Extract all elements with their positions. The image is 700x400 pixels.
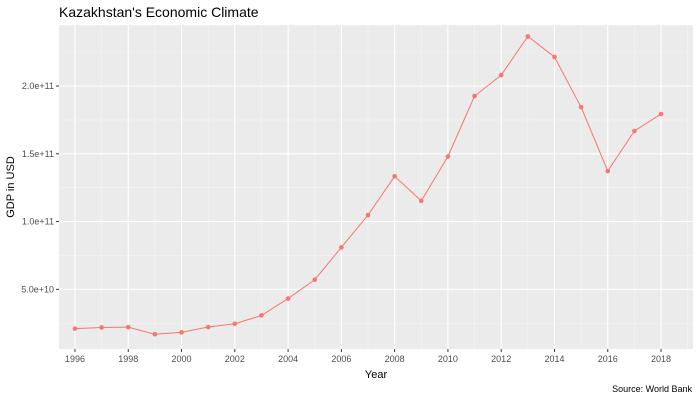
data-point-2008 [392, 173, 397, 179]
data-point-2005 [312, 277, 318, 283]
data-point-1999 [152, 331, 158, 337]
x-tick-label: 2006 [331, 354, 351, 364]
y-tick-label: 1.0e+11 [22, 217, 54, 227]
x-tick-label: 2002 [225, 354, 245, 364]
y-tick-label: 1.5e+11 [22, 149, 54, 159]
data-point-1996 [72, 326, 78, 331]
y-tick-label: 2.0e+11 [22, 81, 54, 91]
data-point-2015 [578, 104, 584, 110]
data-point-2007 [365, 212, 371, 218]
data-point-1998 [125, 324, 131, 330]
data-point-2009 [418, 198, 424, 204]
x-tick-label: 2016 [598, 354, 618, 364]
data-point-2011 [472, 93, 477, 99]
x-tick-label: 2000 [172, 354, 192, 364]
data-point-2001 [205, 324, 211, 330]
data-point-2004 [285, 296, 291, 301]
data-point-2003 [259, 313, 264, 318]
x-tick-label: 2012 [491, 354, 511, 364]
data-point-2016 [605, 168, 611, 174]
major-gridlines [59, 25, 693, 349]
y-axis-title: GDP in USD [5, 156, 17, 218]
x-axis: 1996 1998 2000 2002 2004 2006 2008 2010 2012 2014… [65, 349, 671, 364]
x-tick-label: 2008 [385, 354, 405, 364]
source-caption: Source: World Bank [612, 384, 692, 394]
x-tick-label: 2018 [651, 354, 671, 364]
data-point-1997 [99, 325, 104, 330]
x-axis-title: Year [365, 369, 388, 381]
data-point-2000 [179, 330, 184, 335]
data-points [72, 34, 664, 337]
data-point-2014 [552, 54, 557, 60]
y-axis: 5.0e+10 1.0e+11 1.5e+11 2.0e+11 [21, 81, 59, 294]
x-tick-label: 2010 [438, 354, 458, 364]
data-point-2002 [232, 321, 238, 327]
minor-gridlines [59, 25, 693, 349]
y-tick-label: 5.0e+10 [21, 284, 54, 294]
x-tick-label: 2004 [278, 354, 298, 364]
data-point-2017 [632, 128, 637, 134]
x-tick-label: 2014 [544, 354, 564, 364]
data-point-2010 [445, 154, 451, 159]
data-point-2013 [525, 34, 531, 39]
chart-title: Kazakhstan's Economic Climate [59, 4, 259, 20]
data-point-2006 [339, 245, 344, 250]
data-point-2018 [658, 111, 664, 117]
data-point-2012 [498, 72, 504, 78]
x-tick-label: 1996 [65, 354, 85, 364]
x-tick-label: 1998 [118, 354, 138, 364]
plot-panel [59, 25, 693, 349]
